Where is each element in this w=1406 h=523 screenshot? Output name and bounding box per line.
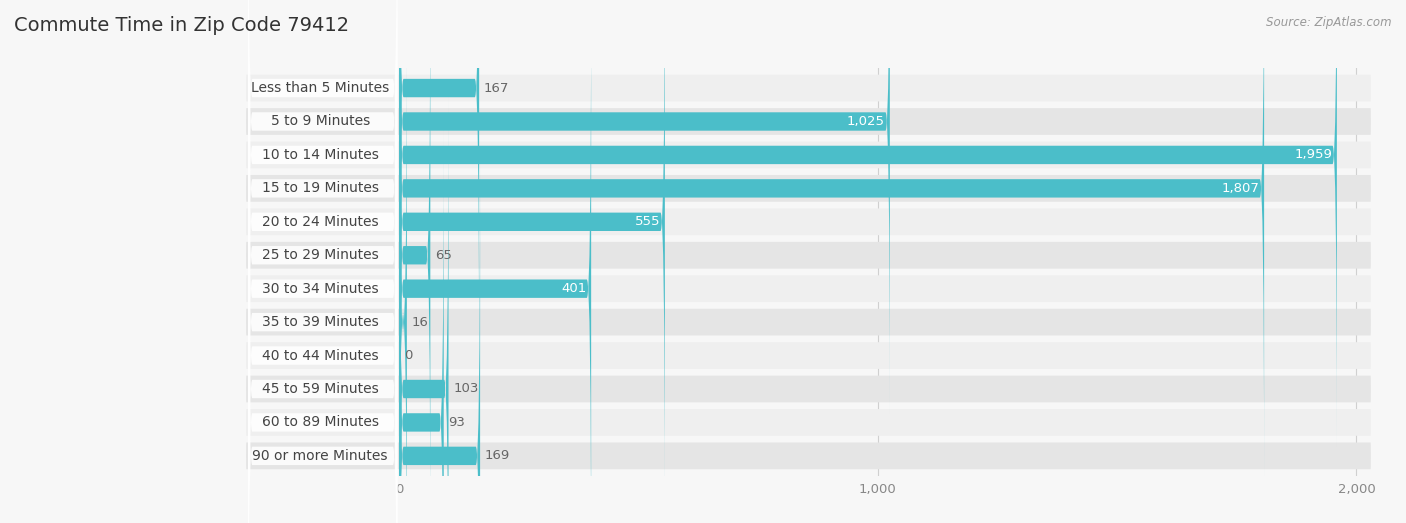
- FancyBboxPatch shape: [246, 242, 1371, 269]
- FancyBboxPatch shape: [246, 442, 1371, 469]
- FancyBboxPatch shape: [247, 0, 398, 523]
- FancyBboxPatch shape: [399, 0, 479, 380]
- Text: Source: ZipAtlas.com: Source: ZipAtlas.com: [1267, 16, 1392, 29]
- Text: 30 to 34 Minutes: 30 to 34 Minutes: [262, 282, 378, 295]
- FancyBboxPatch shape: [247, 64, 398, 523]
- Text: 1,959: 1,959: [1294, 149, 1331, 162]
- Text: 5 to 9 Minutes: 5 to 9 Minutes: [270, 115, 370, 129]
- Text: 1,807: 1,807: [1222, 182, 1260, 195]
- FancyBboxPatch shape: [246, 376, 1371, 402]
- Text: 0: 0: [404, 349, 412, 362]
- Text: 15 to 19 Minutes: 15 to 19 Minutes: [262, 181, 378, 196]
- FancyBboxPatch shape: [246, 142, 1371, 168]
- FancyBboxPatch shape: [247, 30, 398, 523]
- FancyBboxPatch shape: [247, 0, 398, 413]
- FancyBboxPatch shape: [399, 97, 449, 523]
- Text: 401: 401: [561, 282, 586, 295]
- FancyBboxPatch shape: [247, 0, 398, 380]
- Text: 35 to 39 Minutes: 35 to 39 Minutes: [262, 315, 378, 329]
- Text: 65: 65: [434, 249, 451, 262]
- Text: 16: 16: [412, 315, 429, 328]
- FancyBboxPatch shape: [399, 131, 444, 523]
- FancyBboxPatch shape: [247, 0, 398, 480]
- FancyBboxPatch shape: [399, 0, 591, 523]
- Text: 555: 555: [634, 215, 659, 229]
- FancyBboxPatch shape: [247, 131, 398, 523]
- FancyBboxPatch shape: [399, 0, 1264, 480]
- FancyBboxPatch shape: [246, 309, 1371, 335]
- FancyBboxPatch shape: [399, 0, 430, 523]
- FancyBboxPatch shape: [246, 409, 1371, 436]
- FancyBboxPatch shape: [246, 108, 1371, 135]
- FancyBboxPatch shape: [247, 0, 398, 523]
- Text: 25 to 29 Minutes: 25 to 29 Minutes: [262, 248, 378, 262]
- Text: 169: 169: [485, 449, 510, 462]
- Text: 10 to 14 Minutes: 10 to 14 Minutes: [262, 148, 378, 162]
- FancyBboxPatch shape: [246, 75, 1371, 101]
- Text: 1,025: 1,025: [846, 115, 884, 128]
- FancyBboxPatch shape: [399, 0, 1337, 447]
- FancyBboxPatch shape: [246, 209, 1371, 235]
- Text: 103: 103: [453, 382, 478, 395]
- Text: 93: 93: [449, 416, 465, 429]
- Text: Less than 5 Minutes: Less than 5 Minutes: [252, 81, 389, 95]
- Text: 45 to 59 Minutes: 45 to 59 Minutes: [262, 382, 378, 396]
- FancyBboxPatch shape: [399, 164, 479, 523]
- FancyBboxPatch shape: [247, 0, 398, 447]
- FancyBboxPatch shape: [246, 275, 1371, 302]
- Text: 40 to 44 Minutes: 40 to 44 Minutes: [262, 348, 378, 362]
- FancyBboxPatch shape: [399, 0, 665, 514]
- FancyBboxPatch shape: [247, 0, 398, 514]
- FancyBboxPatch shape: [247, 164, 398, 523]
- FancyBboxPatch shape: [399, 30, 406, 523]
- Text: 90 or more Minutes: 90 or more Minutes: [253, 449, 388, 463]
- FancyBboxPatch shape: [246, 342, 1371, 369]
- FancyBboxPatch shape: [246, 175, 1371, 202]
- FancyBboxPatch shape: [247, 97, 398, 523]
- Text: 167: 167: [484, 82, 509, 95]
- Text: Commute Time in Zip Code 79412: Commute Time in Zip Code 79412: [14, 16, 349, 35]
- Text: 20 to 24 Minutes: 20 to 24 Minutes: [262, 215, 378, 229]
- Text: 60 to 89 Minutes: 60 to 89 Minutes: [262, 415, 378, 429]
- FancyBboxPatch shape: [399, 0, 890, 413]
